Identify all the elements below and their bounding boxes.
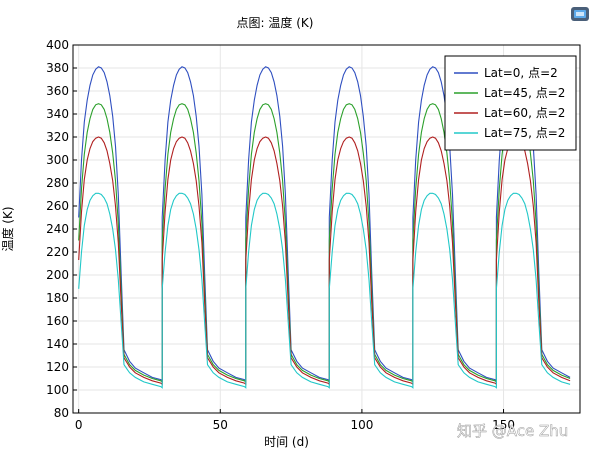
y-tick-label: 260: [46, 199, 69, 213]
legend-box: [444, 55, 577, 151]
series-line: [78, 192, 571, 389]
axis-ticks: 80 100 120 140 160 180 200 220 240 260 280 300 320 34…: [46, 38, 515, 432]
x-tick-label: 0: [75, 418, 83, 432]
grid: [73, 44, 580, 414]
y-tick-label: 120: [46, 360, 69, 374]
x-tick-label: 50: [213, 418, 228, 432]
y-tick-label: 140: [46, 337, 69, 351]
y-tick-label: 240: [46, 222, 69, 236]
y-axis-label: 温度 (K): [0, 206, 15, 251]
y-tick-label: 320: [46, 130, 69, 144]
legend-label: Lat=0, 点=2: [484, 66, 558, 80]
chart-title: 点图: 温度 (K): [237, 15, 314, 30]
y-tick-label: 400: [46, 38, 69, 52]
y-tick-label: 160: [46, 314, 69, 328]
y-tick-label: 340: [46, 107, 69, 121]
y-tick-label: 80: [54, 406, 69, 420]
x-axis-label: 时间 (d): [264, 435, 309, 449]
y-tick-label: 180: [46, 291, 69, 305]
y-tick-label: 280: [46, 176, 69, 190]
x-tick-label: 150: [492, 418, 515, 432]
legend-label: Lat=75, 点=2: [484, 126, 565, 140]
legend: Lat=0, 点=2 Lat=45, 点=2 Lat=60, 点=2 Lat=75, …: [444, 55, 577, 151]
y-tick-label: 380: [46, 61, 69, 75]
y-tick-label: 300: [46, 153, 69, 167]
legend-label: Lat=60, 点=2: [484, 106, 565, 120]
y-tick-label: 100: [46, 383, 69, 397]
y-tick-label: 220: [46, 245, 69, 259]
x-tick-label: 100: [350, 418, 373, 432]
image-export-icon[interactable]: [571, 7, 589, 21]
y-tick-label: 200: [46, 268, 69, 282]
legend-label: Lat=45, 点=2: [484, 86, 565, 100]
y-tick-label: 360: [46, 84, 69, 98]
series-layer: [78, 66, 571, 389]
watermark: 知乎 @Ace Zhu: [457, 422, 568, 440]
